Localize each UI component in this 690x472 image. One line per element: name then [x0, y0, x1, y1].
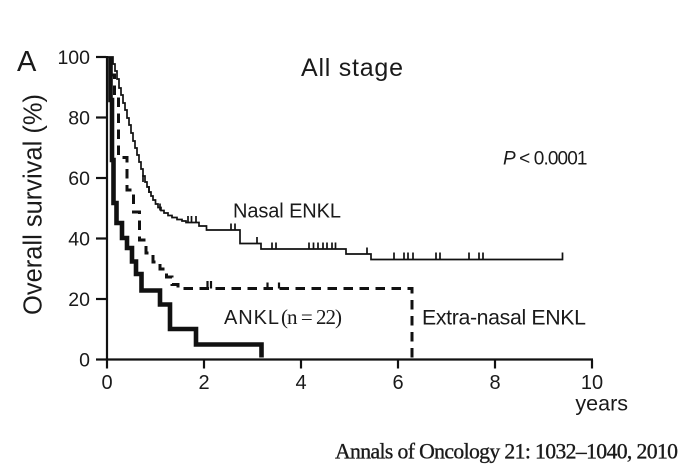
svg-text:Annals of Oncology 21: 1032–10: Annals of Oncology 21: 1032–1040, 2010	[335, 440, 678, 464]
svg-text:years: years	[575, 392, 628, 416]
svg-text:(n = 22): (n = 22)	[281, 305, 342, 329]
svg-text:20: 20	[68, 289, 90, 311]
svg-text:10: 10	[581, 372, 603, 394]
svg-text:80: 80	[68, 108, 90, 130]
svg-text:P < 0.0001: P < 0.0001	[503, 149, 588, 170]
svg-text:6: 6	[392, 372, 403, 394]
svg-text:ANKL: ANKL	[224, 307, 279, 329]
svg-text:Extra-nasal ENKL: Extra-nasal ENKL	[422, 306, 586, 330]
svg-text:Overall survival (%): Overall survival (%)	[19, 94, 47, 315]
svg-text:A: A	[17, 46, 37, 78]
svg-text:All stage: All stage	[301, 54, 403, 82]
svg-text:100: 100	[57, 47, 90, 69]
svg-text:2: 2	[198, 372, 209, 394]
svg-text:0: 0	[79, 350, 90, 372]
svg-text:40: 40	[68, 229, 90, 251]
svg-text:60: 60	[68, 168, 90, 190]
svg-text:4: 4	[295, 372, 306, 394]
svg-text:8: 8	[489, 372, 500, 394]
svg-text:0: 0	[101, 372, 112, 394]
svg-text:Nasal ENKL: Nasal ENKL	[233, 201, 341, 223]
